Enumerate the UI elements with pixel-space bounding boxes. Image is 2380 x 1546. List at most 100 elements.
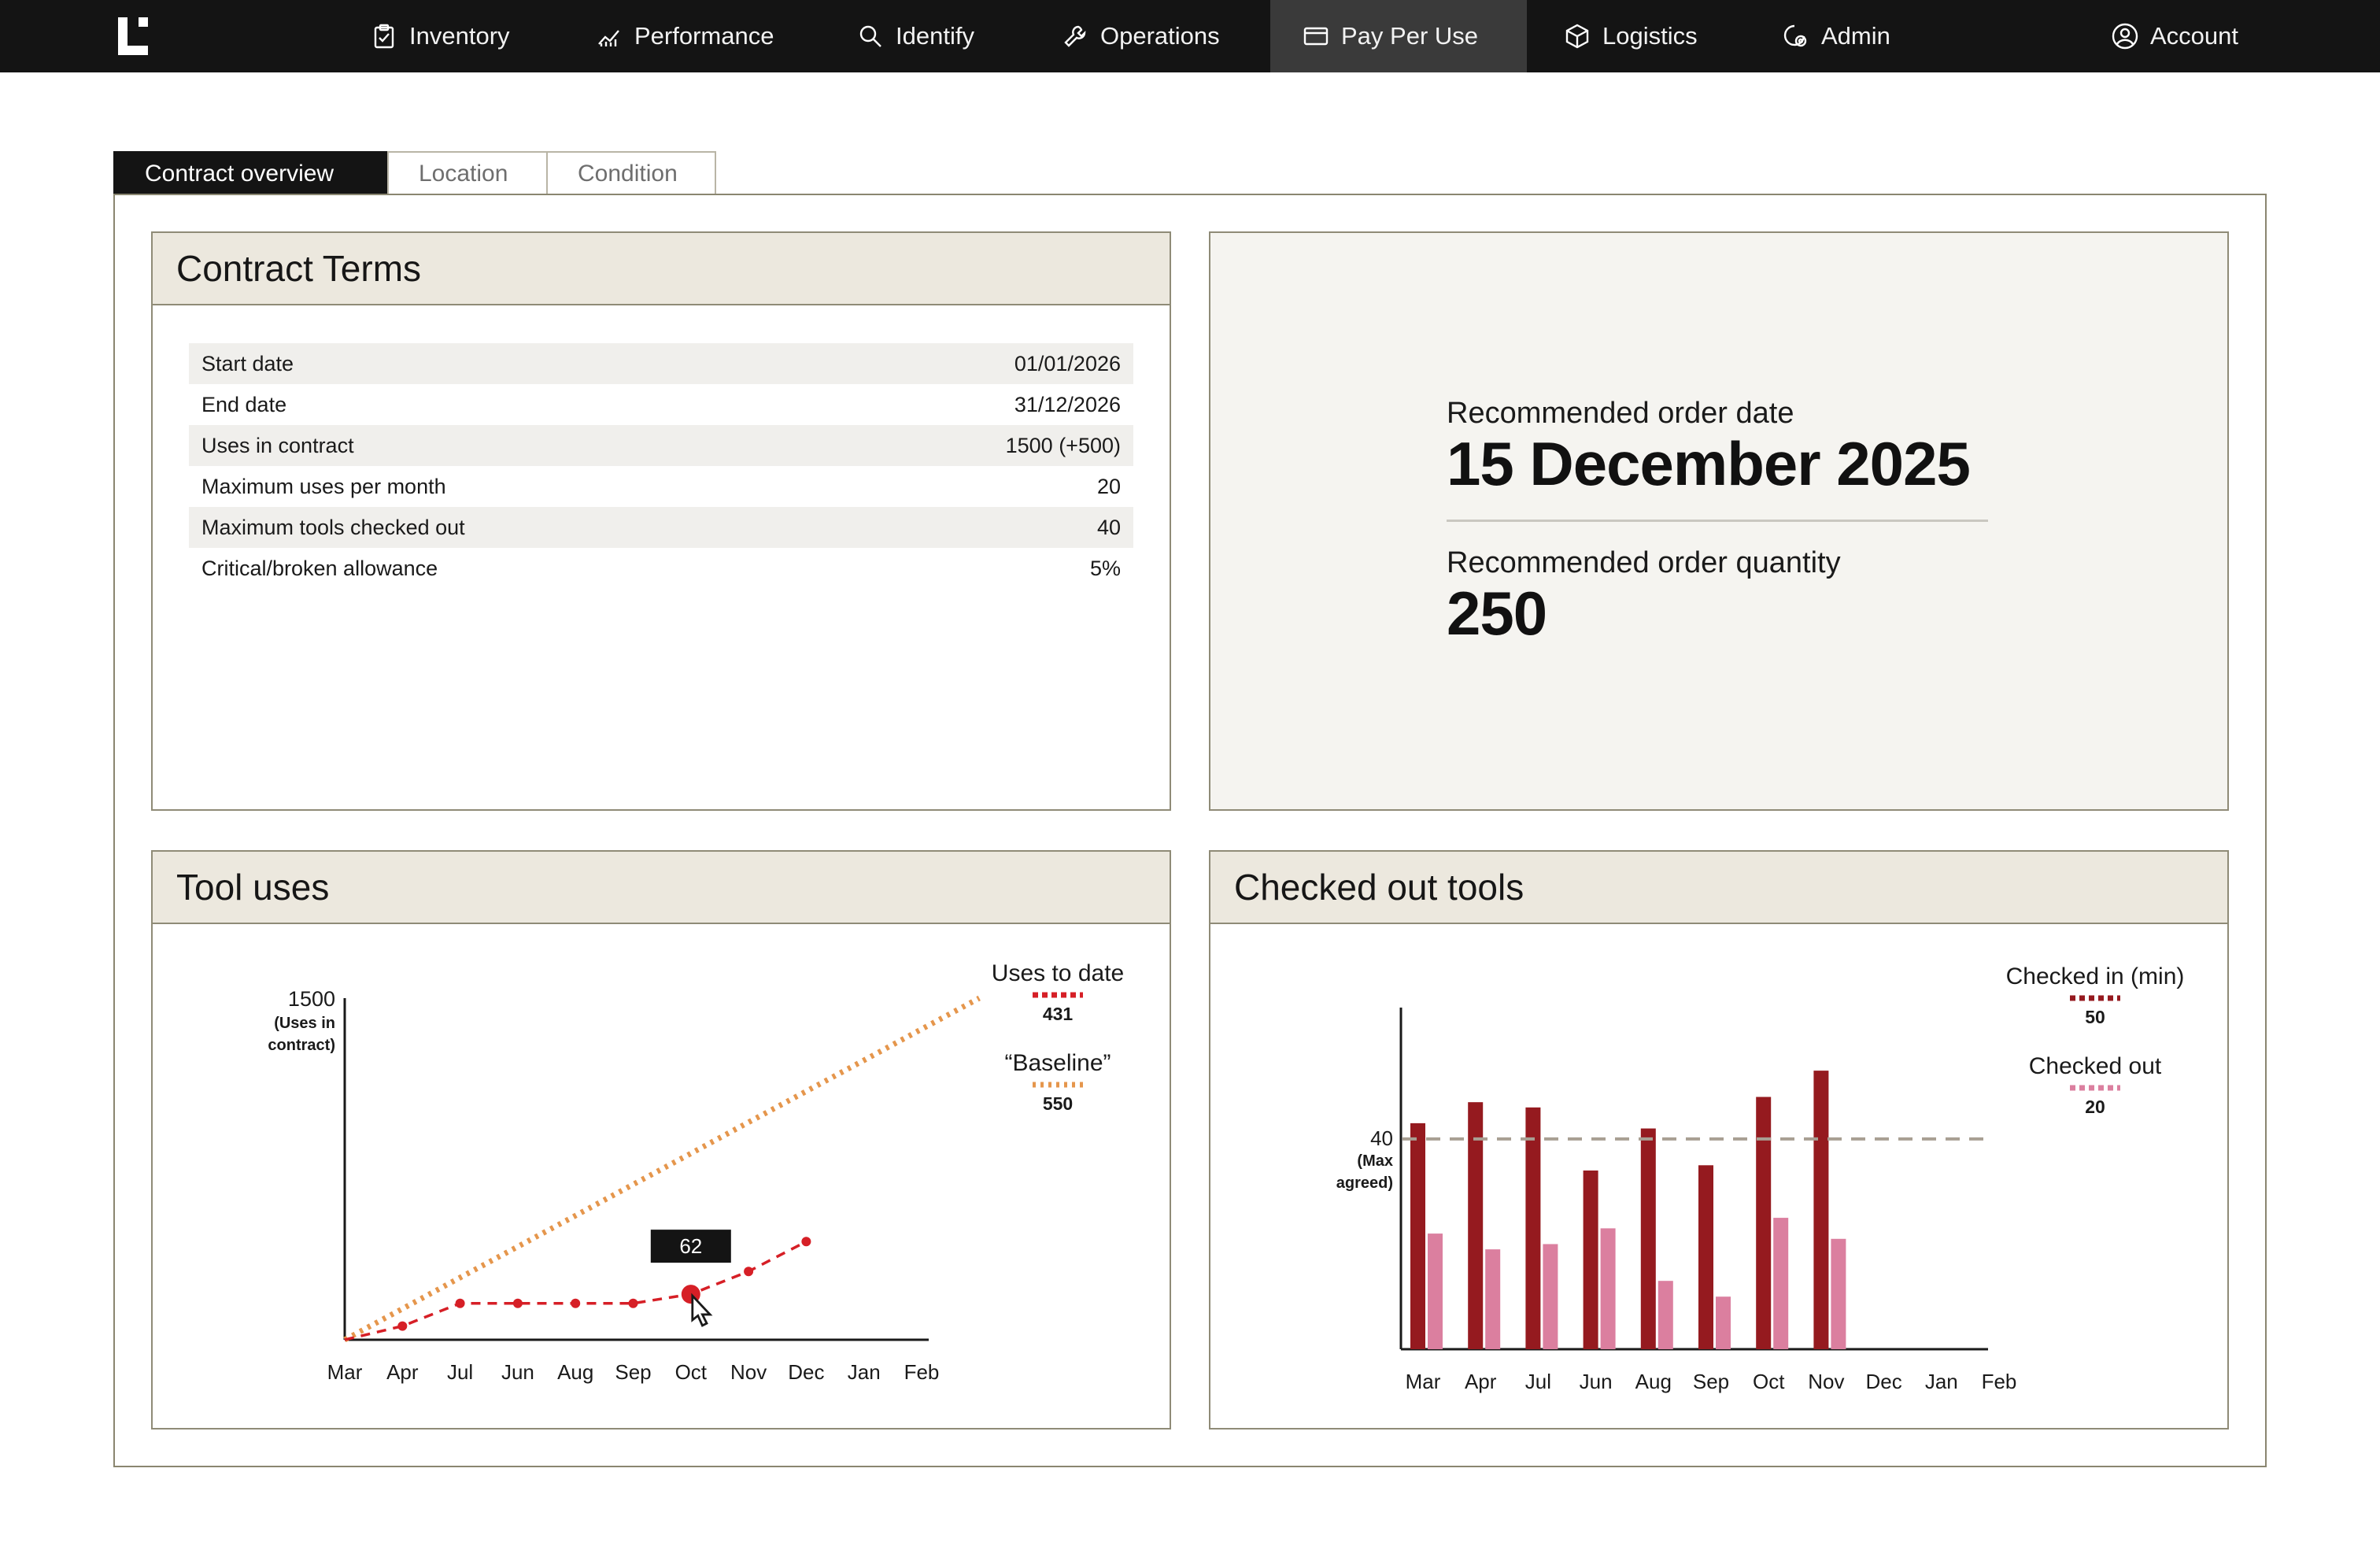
chart-tooltip: 62	[650, 1230, 731, 1263]
uses-to-date-line	[344, 1240, 808, 1341]
tab-condition[interactable]: Condition	[546, 151, 716, 195]
legend-uses-label: Uses to date	[992, 960, 1124, 986]
legend-checked-out-label: Checked out	[2029, 1053, 2162, 1079]
gear-shield-icon	[1783, 24, 1807, 47]
pointer-cursor-icon	[691, 1293, 713, 1327]
term-row: Maximum uses per month 20	[189, 466, 1133, 507]
bar-checked-in[interactable]	[1468, 1102, 1484, 1349]
x-tick-label: Jun	[501, 1360, 534, 1384]
x-tick-label: Sep	[1693, 1370, 1729, 1393]
nav-identify-label: Identify	[896, 22, 974, 50]
data-point[interactable]	[628, 1298, 638, 1308]
nav-inventory-label: Inventory	[409, 22, 510, 50]
nav-account-label: Account	[2150, 22, 2239, 50]
term-row: Critical/broken allowance 5%	[189, 548, 1133, 589]
nav-inventory[interactable]: Inventory	[338, 0, 541, 72]
bar-checked-in[interactable]	[1525, 1107, 1541, 1349]
term-row: Maximum tools checked out 40	[189, 507, 1133, 548]
tab-contract-overview[interactable]: Contract overview	[113, 151, 389, 195]
x-tick-label: Jul	[447, 1360, 473, 1384]
bar-checked-out[interactable]	[1773, 1218, 1789, 1349]
tab-bar: Contract overview Location Condition	[113, 151, 716, 195]
checked-out-chart: 40 (Max agreed) Mar Apr Jul Jun Aug Sep Oct Nov D…	[1336, 963, 2185, 1393]
data-point[interactable]	[512, 1298, 523, 1308]
term-label: Critical/broken allowance	[201, 556, 438, 580]
x-tick-label: Nov	[1808, 1370, 1844, 1393]
data-point[interactable]	[571, 1298, 581, 1308]
term-label: Maximum tools checked out	[201, 515, 465, 539]
bar-checked-in[interactable]	[1756, 1097, 1772, 1349]
nav-identify[interactable]: Identify	[825, 0, 1006, 72]
checked-out-tools-title: Checked out tools	[1210, 852, 2227, 924]
recommendation-divider	[1447, 520, 1988, 522]
nav-account[interactable]: Account	[2079, 0, 2270, 72]
tool-uses-chart: 1500 (Uses in contract) Mar Apr Jul Jun Aug Se…	[268, 960, 1124, 1384]
bar-checked-out[interactable]	[1428, 1233, 1443, 1349]
x-tick-label: Jan	[1925, 1370, 1958, 1393]
bar-checked-in[interactable]	[1583, 1170, 1598, 1349]
recommended-order-date-label: Recommended order date	[1447, 397, 1794, 430]
recommended-order-date-value: 15 December 2025	[1447, 429, 1971, 498]
bar-checked-out[interactable]	[1831, 1238, 1846, 1349]
data-point[interactable]	[455, 1298, 465, 1308]
bar-checked-out[interactable]	[1658, 1281, 1673, 1349]
bar-checked-out[interactable]	[1600, 1228, 1616, 1349]
term-value: 1500 (+500)	[1005, 433, 1121, 457]
term-value: 20	[1096, 474, 1121, 498]
x-tick-label: Jul	[1525, 1370, 1551, 1393]
max-agreed-sublabel: (Max agreed)	[1336, 1152, 1393, 1192]
term-row: Uses in contract 1500 (+500)	[189, 425, 1133, 466]
x-tick-label: Jun	[1580, 1370, 1613, 1393]
box-icon	[1565, 24, 1589, 49]
data-point[interactable]	[744, 1267, 754, 1277]
x-tick-label: Apr	[386, 1360, 419, 1384]
term-value: 01/01/2026	[1014, 351, 1121, 375]
x-tick-label: Aug	[1635, 1370, 1672, 1393]
bar-checked-in[interactable]	[1640, 1128, 1656, 1349]
max-agreed-label: 40	[1370, 1126, 1393, 1150]
bar-checked-in[interactable]	[1813, 1071, 1829, 1349]
credit-card-icon	[1303, 27, 1329, 46]
bar-checked-out[interactable]	[1543, 1244, 1558, 1349]
clipboard-check-icon	[374, 24, 394, 49]
nav-operations[interactable]: Operations	[1029, 0, 1251, 72]
nav-pay-per-use-label: Pay Per Use	[1341, 22, 1479, 50]
bar-checked-in[interactable]	[1410, 1123, 1425, 1349]
contract-overview-container	[113, 194, 2267, 1467]
top-navigation: Inventory Performance Identify Operation…	[0, 0, 2380, 72]
nav-logistics[interactable]: Logistics	[1532, 0, 1729, 72]
x-tick-label: Jan	[848, 1360, 881, 1384]
legend-uses-value: 431	[1043, 1004, 1074, 1024]
data-point[interactable]	[801, 1237, 811, 1247]
contract-terms-table: Start date 01/01/2026 End date 31/12/2026 …	[189, 343, 1133, 589]
x-tick-label: Apr	[1465, 1370, 1497, 1393]
nav-admin[interactable]: Admin	[1750, 0, 1922, 72]
nav-pay-per-use[interactable]: Pay Per Use	[1270, 0, 1527, 72]
data-point[interactable]	[397, 1321, 408, 1331]
tooltip-value: 62	[679, 1234, 702, 1258]
x-tick-label: Dec	[788, 1360, 824, 1384]
wrench-icon	[1064, 25, 1086, 47]
x-tick-label: Aug	[557, 1360, 593, 1384]
x-tick-label: Mar	[1406, 1370, 1441, 1393]
legend-checked-out-value: 20	[2085, 1097, 2105, 1117]
nav-logistics-label: Logistics	[1602, 22, 1698, 50]
user-circle-icon	[2112, 23, 2138, 50]
term-row: End date 31/12/2026	[189, 384, 1133, 425]
term-label: End date	[201, 392, 287, 416]
term-value: 40	[1096, 515, 1121, 539]
x-tick-label: Feb	[904, 1360, 940, 1384]
tab-location[interactable]: Location	[387, 151, 548, 195]
x-tick-label: Sep	[615, 1360, 651, 1384]
y-axis-max-label: 1500	[288, 987, 335, 1011]
y-axis-sublabel: (Uses in contract)	[268, 1015, 335, 1054]
nav-performance[interactable]: Performance	[564, 0, 805, 72]
brand-logo[interactable]	[110, 14, 156, 58]
bar-checked-out[interactable]	[1485, 1249, 1501, 1349]
bar-checked-in[interactable]	[1698, 1165, 1713, 1349]
legend-baseline-value: 550	[1043, 1093, 1073, 1114]
x-tick-label: Dec	[1865, 1370, 1901, 1393]
baseline-line	[343, 995, 981, 1343]
bar-checked-out[interactable]	[1716, 1296, 1731, 1349]
x-tick-label: Mar	[327, 1360, 363, 1384]
